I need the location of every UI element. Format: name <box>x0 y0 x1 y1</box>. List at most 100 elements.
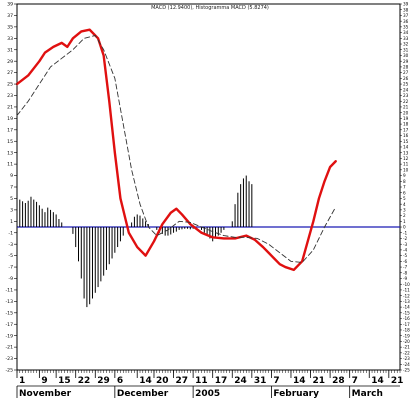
y-tick-label-right: 3 <box>403 207 406 212</box>
month-label: November <box>19 389 72 399</box>
plot-border <box>16 3 401 371</box>
x-tick-label: 6 <box>117 376 123 386</box>
x-tick-label: 14 <box>371 376 384 386</box>
y-tick-label-right: -13 <box>403 299 410 304</box>
y-tick-label-right: 33 <box>403 36 409 41</box>
x-tick-label: 7 <box>273 376 279 386</box>
y-tick-label-left: -15 <box>5 310 13 316</box>
y-tick-label-left: 5 <box>10 196 13 202</box>
y-tick-label-left: 35 <box>7 24 13 30</box>
y-tick-label-right: 23 <box>403 93 409 98</box>
y-tick-label-right: 4 <box>403 202 406 207</box>
y-tick-label-right: 35 <box>403 24 409 29</box>
x-tick-label: 9 <box>41 376 47 386</box>
y-tick-label-right: 10 <box>403 167 409 172</box>
y-tick-label-right: -20 <box>403 339 410 344</box>
y-tick-label-left: 1 <box>10 219 13 225</box>
y-tick-label-left: -19 <box>5 333 13 339</box>
x-tick-label: 21 <box>313 376 326 386</box>
x-tick-label: 15 <box>58 376 71 386</box>
y-tick-label-right: -21 <box>403 345 410 350</box>
chart-title: MACD (12.9400), Histogramma MACD (5.8274… <box>151 5 269 11</box>
y-tick-label-right: -15 <box>403 310 410 315</box>
y-tick-label-right: -4 <box>403 248 408 253</box>
y-tick-label-right: -2 <box>403 236 408 241</box>
month-label: 2005 <box>195 389 220 399</box>
x-tick-label: 27 <box>176 376 189 386</box>
y-tick-label-right: -18 <box>403 328 410 333</box>
y-tick-label-right: -16 <box>403 316 410 321</box>
y-tick-label-right: 27 <box>403 70 409 75</box>
y-tick-label-right: 12 <box>403 156 409 161</box>
y-tick-label-left: 39 <box>7 2 13 8</box>
y-tick-label-right: 29 <box>403 59 409 64</box>
y-tick-label-right: 1 <box>403 219 406 224</box>
macd-line <box>15 28 337 272</box>
y-tick-label-left: 23 <box>7 93 13 99</box>
y-tick-label-left: 25 <box>7 82 13 88</box>
y-tick-label-right: 0 <box>403 225 406 230</box>
y-tick-label-right: -14 <box>403 305 410 310</box>
y-tick-label-left: -25 <box>5 368 13 374</box>
y-tick-label-right: 15 <box>403 139 409 144</box>
y-tick-label-right: -23 <box>403 356 410 361</box>
y-tick-label-right: -9 <box>403 276 408 281</box>
y-tick-label-right: 37 <box>403 13 409 18</box>
x-tick-label: 24 <box>234 376 247 386</box>
y-tick-label-left: 21 <box>7 105 13 111</box>
y-tick-label-right: 30 <box>403 53 409 58</box>
y-tick-label-right: 20 <box>403 110 409 115</box>
y-tick-label-right: 36 <box>403 19 409 24</box>
y-tick-label-left: 7 <box>10 185 13 191</box>
y-tick-label-right: 22 <box>403 99 409 104</box>
y-tick-label-right: -6 <box>403 259 408 264</box>
y-tick-label-left: 3 <box>10 207 13 213</box>
y-tick-label-left: -23 <box>5 356 13 362</box>
y-tick-label-right: 14 <box>403 145 409 150</box>
month-label: December <box>117 389 169 399</box>
x-tick-label: 14 <box>293 376 306 386</box>
y-tick-label-left: 11 <box>7 162 13 168</box>
y-tick-label-right: 39 <box>403 2 409 7</box>
y-tick-label-left: 15 <box>7 139 13 145</box>
y-tick-label-right: 24 <box>403 87 409 92</box>
y-tick-label-right: -12 <box>403 293 410 298</box>
x-tick-label: 28 <box>332 376 345 386</box>
plot-frame <box>16 3 401 371</box>
y-tick-label-right: -24 <box>403 362 410 367</box>
y-tick-label-right: -11 <box>403 288 410 293</box>
y-tick-label-right: 5 <box>403 196 406 201</box>
y-tick-label-left: -9 <box>8 276 13 282</box>
y-tick-label-right: -10 <box>403 282 410 287</box>
y-tick-label-right: 32 <box>403 42 409 47</box>
y-tick-label-right: 34 <box>403 30 409 35</box>
y-tick-label-right: 2 <box>403 213 406 218</box>
x-tick-label: 29 <box>97 376 110 386</box>
y-tick-label-left: -21 <box>5 345 13 351</box>
y-tick-label-right: -22 <box>403 350 410 355</box>
x-axis: 1 9 15 22 29 6 14 20 27 11 17 24 31 7 14 21 28 7 14 21 Novem… <box>16 370 403 399</box>
y-tick-label-right: 17 <box>403 127 409 132</box>
y-tick-label-left: 9 <box>10 173 13 179</box>
y-tick-label-right: 38 <box>403 7 409 12</box>
y-tick-label-left: 33 <box>7 36 13 42</box>
y-tick-label-right: -8 <box>403 270 408 275</box>
y-tick-label-right: 9 <box>403 173 406 178</box>
x-tick-label: 31 <box>254 376 267 386</box>
y-tick-label-left: -7 <box>8 265 13 271</box>
x-tick-label: 7 <box>352 376 358 386</box>
y-tick-label-right: -3 <box>403 242 408 247</box>
x-tick-label: 20 <box>156 376 169 386</box>
y-tick-label-right: 16 <box>403 133 409 138</box>
y-tick-label-right: 7 <box>403 185 406 190</box>
y-tick-label-left: -3 <box>8 242 13 248</box>
y-tick-label-left: -11 <box>5 288 13 294</box>
signal-line <box>16 35 337 263</box>
y-tick-label-left: -17 <box>5 322 13 328</box>
y-axis-right: 3938373635343332313029282726252423222120… <box>400 2 410 373</box>
y-tick-label-right: 13 <box>403 150 409 155</box>
y-tick-label-left: 31 <box>7 47 13 53</box>
x-tick-label: 22 <box>78 376 91 386</box>
